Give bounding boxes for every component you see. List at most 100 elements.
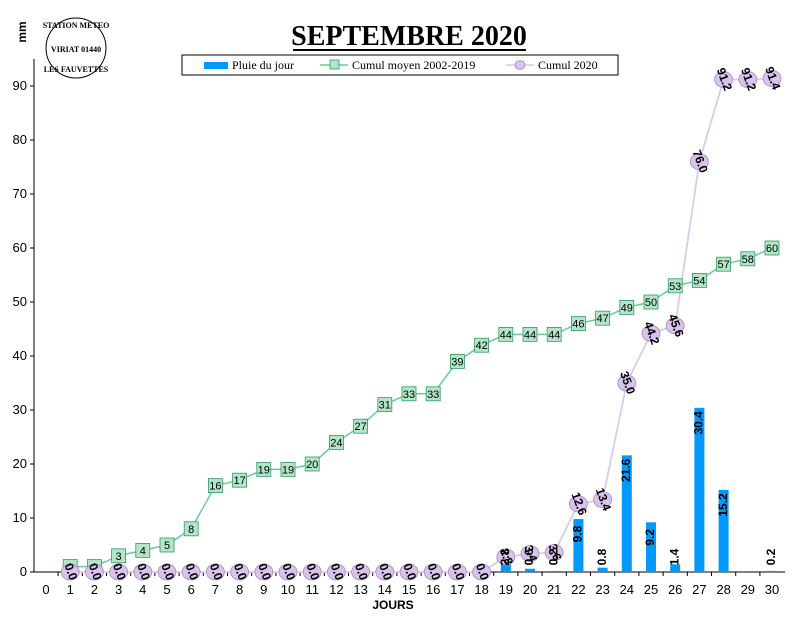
marker-cumul-moyen: [232, 472, 248, 488]
marker-cumul-2020: [109, 563, 128, 581]
marker-cumul-2020: [496, 548, 516, 566]
label-cumul-moyen: 44: [500, 329, 512, 341]
bar-pluie: [549, 570, 560, 572]
marker-cumul-moyen: [135, 543, 151, 558]
label-cumul-moyen: 47: [596, 313, 608, 325]
marker-cumul-moyen: [522, 326, 538, 342]
marker-cumul-moyen: [401, 386, 417, 402]
label-pluie: 21.6: [619, 458, 633, 482]
x-tick-label: 24: [620, 582, 634, 597]
x-tick-label: 2: [91, 582, 98, 597]
x-tick-label: 4: [139, 582, 146, 597]
y-tick-label: 50: [13, 294, 27, 309]
x-tick-label: 7: [212, 582, 219, 597]
marker-cumul-2020: [302, 563, 322, 581]
label-cumul-moyen: 27: [354, 421, 366, 433]
marker-cumul-2020: [641, 324, 661, 342]
bar-pluie: [767, 570, 777, 572]
label-pluie: 9.8: [571, 525, 585, 542]
label-cumul-2020: 0.0: [400, 561, 419, 582]
x-tick-label: 9: [260, 582, 267, 597]
label-cumul-moyen: 3: [116, 551, 122, 563]
label-cumul-moyen: 16: [209, 481, 221, 493]
x-tick-label: 16: [426, 582, 440, 597]
marker-cumul-moyen: [159, 537, 175, 553]
label-cumul-moyen: 17: [233, 475, 245, 487]
x-tick-label: 5: [163, 582, 170, 597]
marker-cumul-2020: [690, 153, 709, 171]
marker-cumul-moyen: [280, 461, 296, 477]
marker-cumul-moyen: [692, 272, 707, 288]
x-tick-label: 21: [547, 582, 561, 597]
marker-cumul-moyen: [183, 521, 199, 537]
label-cumul-2020: 35.0: [617, 369, 638, 396]
marker-cumul-2020: [665, 317, 685, 335]
label-cumul-2020: 0.0: [304, 561, 323, 582]
bar-pluie: [718, 489, 729, 572]
label-cumul-2020: 0.0: [425, 561, 444, 582]
label-cumul-2020: 91.2: [738, 66, 759, 93]
label-cumul-2020: 0.0: [62, 561, 81, 582]
marker-cumul-2020: [133, 563, 153, 581]
marker-cumul-moyen: [377, 397, 393, 413]
x-tick-label: 15: [402, 582, 416, 597]
x-tick-label: 14: [378, 582, 392, 597]
legend-box: [181, 54, 619, 76]
legend-marker-moyen: [329, 59, 340, 70]
label-cumul-2020: 0.0: [255, 561, 274, 582]
label-cumul-2020: 44.2: [641, 320, 662, 347]
label-cumul-moyen: 53: [669, 281, 681, 293]
marker-cumul-moyen: [449, 353, 465, 369]
y-tick-label: 20: [13, 456, 27, 471]
label-cumul-moyen: 60: [766, 243, 778, 255]
label-cumul-2020: 0.0: [279, 561, 298, 582]
x-tick-label: 28: [716, 582, 730, 597]
y-tick-label: 70: [13, 186, 27, 201]
label-cumul-moyen: 31: [379, 400, 391, 412]
label-cumul-moyen: 24: [330, 437, 342, 449]
legend-label-moyen: Cumul moyen 2002-2019: [352, 58, 475, 72]
x-tick-label: 8: [236, 582, 243, 597]
marker-cumul-moyen: [716, 256, 731, 272]
x-tick-label: 30: [765, 582, 779, 597]
label-cumul-2020: 0.0: [86, 561, 105, 582]
y-tick-label: 60: [13, 240, 27, 255]
label-cumul-moyen: 20: [306, 459, 318, 471]
label-pluie: 0.2: [764, 548, 778, 565]
label-cumul-2020: 0.0: [158, 561, 177, 582]
bar-pluie: [694, 407, 705, 572]
legend: Pluie du jour Cumul moyen 2002-2019 Cumu…: [181, 54, 619, 76]
marker-cumul-moyen: [207, 478, 223, 494]
x-axis-label: JOURS: [372, 598, 413, 612]
label-cumul-moyen: 57: [717, 259, 729, 271]
marker-cumul-2020: [60, 563, 80, 581]
label-cumul-2020: 0.0: [183, 561, 202, 582]
y-tick-label: 80: [13, 132, 27, 147]
x-tick-label: 25: [644, 582, 658, 597]
label-cumul-moyen: 42: [475, 340, 487, 352]
label-pluie: 15.2: [716, 493, 730, 517]
marker-cumul-2020: [254, 563, 274, 581]
label-pluie: 9.2: [643, 529, 657, 546]
x-tick-label: 29: [741, 582, 755, 597]
marker-cumul-moyen: [595, 310, 610, 326]
label-pluie: 0.2: [546, 548, 560, 565]
legend-marker-cumul: [514, 60, 526, 70]
marker-cumul-moyen: [353, 418, 369, 434]
marker-cumul-moyen: [111, 548, 126, 564]
marker-cumul-moyen: [740, 251, 756, 267]
label-cumul-2020: 0.0: [473, 561, 492, 582]
x-tick-label: 20: [523, 582, 537, 597]
marker-cumul-2020: [375, 563, 395, 581]
x-tick-label: 18: [474, 582, 488, 597]
label-cumul-2020: 12.6: [569, 490, 590, 517]
label-cumul-moyen: 39: [451, 356, 463, 368]
marker-cumul-moyen: [619, 299, 635, 315]
marker-cumul-2020: [762, 70, 782, 87]
label-cumul-moyen: 8: [188, 524, 194, 536]
label-cumul-2020: 76.0: [690, 148, 711, 175]
x-tick-label: 19: [499, 582, 513, 597]
label-cumul-2020: 0.0: [134, 561, 153, 582]
y-tick-label: 10: [13, 510, 27, 525]
